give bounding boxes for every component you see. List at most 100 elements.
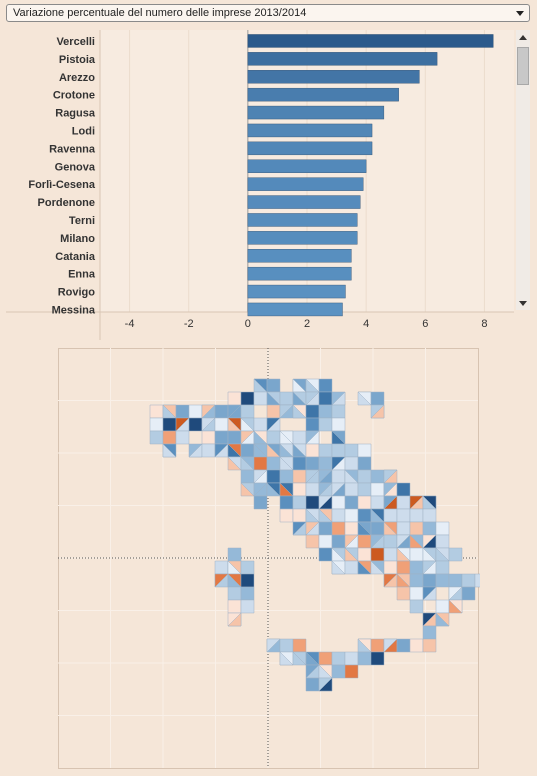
province-shape[interactable] [227,586,242,601]
province-shape[interactable] [383,573,398,588]
province-shape[interactable] [344,521,359,536]
province-shape[interactable] [279,404,294,419]
province-shape[interactable] [383,482,398,497]
province-shape[interactable] [292,495,307,510]
province-shape[interactable] [266,378,281,393]
province-shape[interactable] [344,456,359,471]
province-shape[interactable] [201,443,216,458]
province-shape[interactable] [370,404,385,419]
province-shape[interactable] [383,469,398,484]
province-shape[interactable] [214,404,229,419]
province-shape[interactable] [331,469,346,484]
province-shape[interactable] [396,521,411,536]
province-shape[interactable] [474,573,480,588]
province-shape[interactable] [162,417,177,432]
province-shape[interactable] [409,573,424,588]
province-shape[interactable] [305,677,320,692]
province-shape[interactable] [227,547,242,562]
province-shape[interactable] [305,534,320,549]
province-shape[interactable] [201,404,216,419]
bar[interactable] [247,195,361,209]
province-shape[interactable] [214,573,229,588]
province-shape[interactable] [318,391,333,406]
province-shape[interactable] [370,521,385,536]
bar[interactable] [247,70,420,84]
province-shape[interactable] [383,547,398,562]
province-shape[interactable] [396,638,411,653]
province-shape[interactable] [214,560,229,575]
province-shape[interactable] [253,417,268,432]
province-shape[interactable] [149,430,164,445]
province-shape[interactable] [240,391,255,406]
province-shape[interactable] [279,508,294,523]
province-shape[interactable] [448,586,463,601]
province-shape[interactable] [435,560,450,575]
province-shape[interactable] [279,469,294,484]
province-shape[interactable] [370,469,385,484]
province-shape[interactable] [227,391,242,406]
province-shape[interactable] [292,638,307,653]
province-shape[interactable] [201,430,216,445]
province-shape[interactable] [292,404,307,419]
province-shape[interactable] [214,443,229,458]
province-shape[interactable] [383,508,398,523]
province-shape[interactable] [396,560,411,575]
province-shape[interactable] [422,495,437,510]
province-shape[interactable] [253,469,268,484]
province-shape[interactable] [318,417,333,432]
province-shape[interactable] [461,573,476,588]
province-shape[interactable] [318,404,333,419]
province-shape[interactable] [305,443,320,458]
bar[interactable] [247,87,399,102]
province-shape[interactable] [240,443,255,458]
province-shape[interactable] [409,495,424,510]
chevron-down-icon[interactable] [516,11,524,16]
province-shape[interactable] [266,638,281,653]
province-shape[interactable] [201,417,216,432]
province-shape[interactable] [448,599,463,614]
province-shape[interactable] [344,495,359,510]
province-shape[interactable] [227,599,242,614]
scroll-thumb[interactable] [517,47,529,85]
province-shape[interactable] [357,547,372,562]
province-shape[interactable] [370,482,385,497]
province-shape[interactable] [396,482,411,497]
province-shape[interactable] [435,612,450,627]
province-shape[interactable] [318,482,333,497]
province-shape[interactable] [435,534,450,549]
province-shape[interactable] [331,560,346,575]
province-shape[interactable] [370,391,385,406]
province-shape[interactable] [175,404,190,419]
bar[interactable] [247,231,358,245]
province-shape[interactable] [318,547,333,562]
province-shape[interactable] [305,404,320,419]
province-shape[interactable] [305,482,320,497]
province-shape[interactable] [344,443,359,458]
bar[interactable] [247,177,364,191]
province-shape[interactable] [357,508,372,523]
bar[interactable] [247,284,346,299]
province-shape[interactable] [344,482,359,497]
bar[interactable] [247,159,367,173]
province-shape[interactable] [422,573,437,588]
province-shape[interactable] [357,443,372,458]
province-shape[interactable] [357,482,372,497]
province-shape[interactable] [292,508,307,523]
province-shape[interactable] [370,534,385,549]
province-shape[interactable] [266,430,281,445]
bar[interactable] [247,213,358,227]
province-shape[interactable] [396,586,411,601]
province-shape[interactable] [357,469,372,484]
province-shape[interactable] [318,677,333,692]
measure-dropdown[interactable]: Variazione percentuale del numero delle … [6,4,530,22]
province-shape[interactable] [240,469,255,484]
province-shape[interactable] [331,534,346,549]
bar[interactable] [247,123,373,138]
province-shape[interactable] [344,651,359,666]
province-shape[interactable] [214,430,229,445]
province-shape[interactable] [448,547,463,562]
bar[interactable] [247,141,373,156]
province-shape[interactable] [331,443,346,458]
province-shape[interactable] [370,495,385,510]
province-shape[interactable] [383,638,398,653]
